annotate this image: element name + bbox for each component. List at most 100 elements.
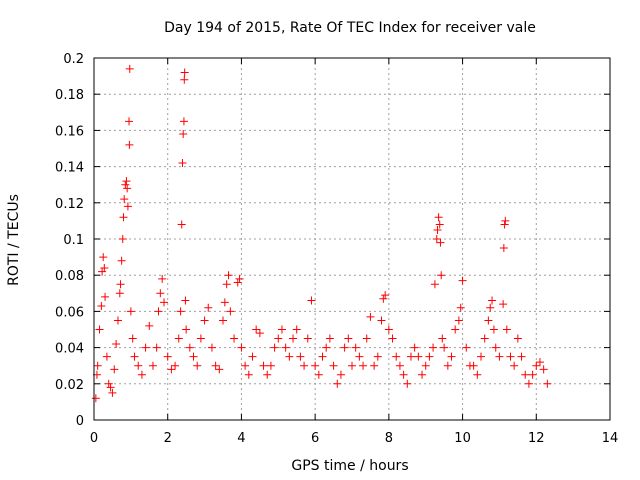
data-point: [99, 253, 108, 262]
data-point: [307, 296, 316, 305]
data-point: [543, 379, 552, 388]
data-point: [158, 274, 167, 283]
data-point: [207, 343, 216, 352]
data-point: [182, 325, 191, 334]
data-point: [117, 256, 126, 265]
data-point: [106, 383, 115, 392]
data-point: [126, 307, 135, 316]
data-point: [292, 325, 301, 334]
data-point: [438, 334, 447, 343]
data-point: [118, 235, 127, 243]
data-point: [454, 316, 463, 325]
data-point: [259, 361, 268, 370]
data-point: [237, 343, 246, 352]
data-point: [215, 365, 224, 374]
data-point: [222, 280, 231, 289]
data-point: [524, 379, 533, 388]
data-point: [255, 329, 264, 338]
y-tick-label: 0.18: [55, 88, 84, 103]
data-point: [200, 316, 209, 325]
data-point: [410, 343, 419, 352]
data-point: [113, 316, 122, 325]
data-point: [235, 274, 244, 283]
data-point: [435, 220, 444, 229]
data-point: [115, 289, 124, 298]
data-point: [263, 370, 272, 379]
data-point: [488, 296, 497, 305]
data-point: [418, 370, 427, 379]
data-point: [495, 352, 504, 361]
data-point: [108, 388, 117, 397]
data-point: [224, 271, 233, 280]
data-point: [501, 216, 510, 225]
data-point: [414, 352, 423, 361]
data-point: [381, 291, 390, 300]
data-point: [277, 325, 286, 334]
data-point: [104, 379, 113, 388]
data-point: [112, 339, 121, 348]
data-point: [125, 117, 134, 126]
data-point: [388, 334, 397, 343]
data-point: [477, 352, 485, 361]
data-point: [535, 358, 544, 367]
y-tick-label: 0.12: [55, 197, 84, 212]
data-point: [406, 352, 415, 361]
data-point: [322, 343, 331, 352]
data-point: [429, 343, 438, 352]
data-point: [336, 370, 345, 379]
data-point: [270, 343, 279, 352]
x-tick-label: 14: [602, 431, 619, 446]
data-point: [499, 244, 508, 253]
data-point: [137, 370, 146, 379]
data-point: [145, 321, 154, 330]
data-point: [377, 316, 386, 325]
data-point: [130, 352, 139, 361]
data-point: [318, 352, 327, 361]
data-point: [344, 334, 353, 343]
data-point: [141, 343, 150, 352]
data-point: [98, 267, 107, 276]
data-point: [211, 361, 220, 370]
data-point: [532, 361, 541, 370]
data-point: [179, 117, 188, 126]
y-tick-label: 0.04: [55, 342, 84, 357]
data-point: [469, 361, 478, 370]
data-point: [125, 140, 134, 149]
data-point: [196, 334, 205, 343]
data-point: [174, 334, 183, 343]
data-point: [366, 312, 375, 321]
data-point: [148, 361, 157, 370]
data-points: [91, 64, 552, 403]
data-point: [421, 361, 430, 370]
data-point: [325, 334, 334, 343]
data-point: [489, 325, 498, 334]
data-point: [370, 361, 379, 370]
data-point: [181, 296, 190, 305]
data-point: [384, 325, 393, 334]
data-point: [204, 303, 213, 312]
grid-lines: [94, 58, 610, 420]
data-point: [97, 301, 106, 310]
x-tick-label: 8: [385, 431, 393, 446]
data-point: [122, 177, 131, 186]
x-tick-label: 0: [90, 431, 98, 446]
data-point: [123, 184, 132, 193]
data-point: [120, 195, 129, 204]
data-point: [154, 307, 163, 316]
x-tick-label: 10: [454, 431, 471, 446]
data-point: [252, 325, 261, 334]
data-point: [193, 361, 202, 370]
data-point: [219, 316, 227, 325]
data-point: [244, 370, 253, 379]
data-point: [167, 365, 176, 374]
data-point: [156, 289, 165, 298]
data-point: [395, 361, 404, 370]
data-point: [458, 276, 467, 285]
data-point: [102, 352, 111, 361]
data-point: [362, 334, 371, 343]
y-tick-label: 0.08: [55, 269, 84, 284]
data-point: [128, 334, 137, 343]
data-point: [403, 379, 412, 388]
data-point: [333, 379, 342, 388]
data-point: [178, 158, 187, 167]
